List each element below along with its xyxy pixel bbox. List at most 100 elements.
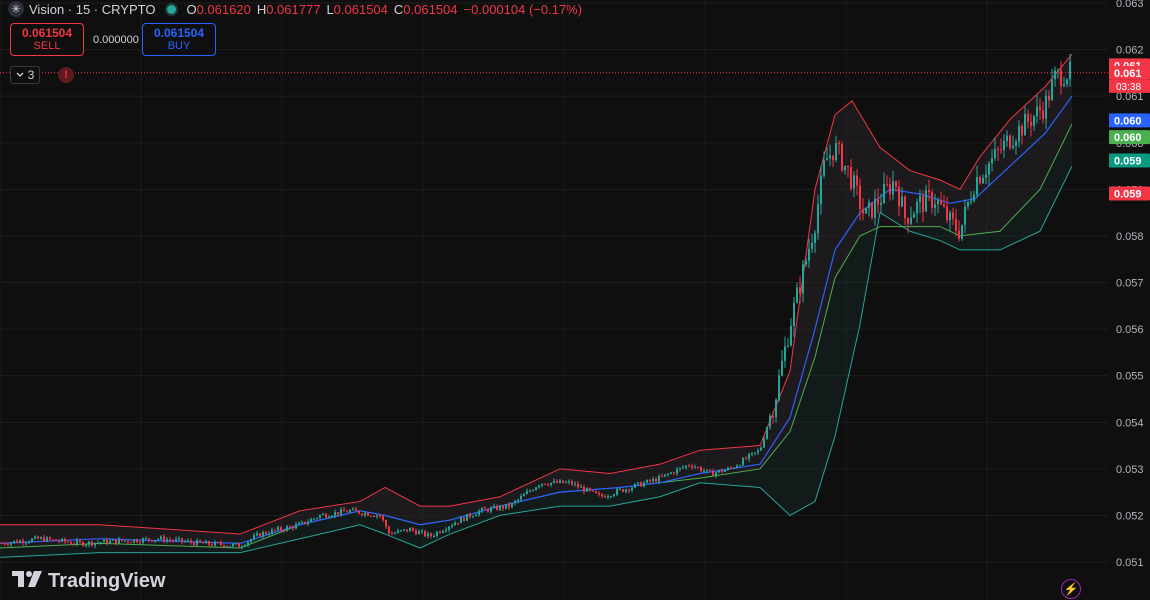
candle-body	[214, 541, 216, 546]
candle-body	[403, 529, 405, 531]
alert-icon[interactable]: !	[58, 67, 74, 83]
candle-body	[673, 472, 675, 474]
candle-body	[475, 514, 477, 517]
candle-body	[163, 536, 165, 542]
candle-body	[808, 248, 810, 261]
candle-body	[70, 542, 72, 544]
candle-body	[118, 539, 120, 544]
candle-body	[94, 542, 96, 546]
candle-body	[133, 539, 135, 543]
candle-body	[976, 177, 978, 195]
buy-button[interactable]: 0.061504 BUY	[142, 23, 216, 56]
candle-body	[145, 538, 147, 540]
candle-body	[568, 481, 570, 483]
candle-body	[238, 543, 240, 548]
candle-body	[1063, 84, 1065, 87]
candle-body	[310, 518, 312, 522]
candle-body	[304, 521, 306, 524]
symbol-icon[interactable]: ✳	[8, 1, 24, 17]
candle-body	[160, 536, 162, 540]
candle-body	[850, 167, 852, 189]
candle-body	[82, 541, 84, 546]
sell-price: 0.061504	[21, 25, 73, 40]
candle-body	[862, 209, 864, 214]
candle-body	[148, 538, 150, 541]
candle-body	[1012, 145, 1014, 148]
candle-body	[466, 514, 468, 521]
candle-body	[328, 516, 330, 518]
candle-body	[157, 539, 159, 541]
price-label: 0.060	[1114, 115, 1142, 127]
candle-body	[370, 515, 372, 517]
candle-body	[598, 493, 600, 495]
candle-body	[514, 501, 516, 504]
candle-body	[316, 517, 318, 519]
candle-body	[892, 181, 894, 195]
candle-body	[355, 508, 357, 511]
candle-body	[136, 539, 138, 543]
candle-body	[769, 415, 771, 428]
candle-body	[667, 473, 669, 475]
candle-body	[871, 202, 873, 218]
candle-body	[556, 480, 558, 483]
candle-body	[565, 482, 567, 484]
candle-body	[61, 538, 63, 542]
candle-body	[625, 489, 627, 492]
candle-body	[736, 465, 738, 468]
candle-body	[586, 488, 588, 492]
candle-body	[649, 479, 651, 482]
candle-body	[124, 540, 126, 542]
candle-body	[787, 345, 789, 347]
candle-body	[361, 513, 363, 516]
candle-body	[967, 201, 969, 207]
ohlc-high: 0.061777	[266, 1, 321, 17]
tradingview-logo[interactable]: TradingView	[12, 570, 165, 593]
candle-body	[274, 529, 276, 531]
candle-body	[223, 545, 225, 548]
candle-body	[502, 505, 504, 509]
sell-button[interactable]: 0.061504 SELL	[10, 23, 84, 56]
candle-body	[1042, 110, 1044, 119]
lightning-icon[interactable]: ⚡	[1061, 579, 1081, 599]
candle-body	[661, 476, 663, 478]
candle-body	[31, 538, 33, 542]
candle-body	[325, 514, 327, 518]
candle-body	[904, 196, 906, 219]
candle-body	[547, 484, 549, 486]
y-tick-label: 0.053	[1116, 464, 1144, 476]
candle-body	[151, 540, 153, 542]
candle-body	[829, 155, 831, 159]
candle-body	[880, 202, 882, 205]
candle-body	[1039, 106, 1041, 111]
candle-body	[424, 530, 426, 537]
candle-body	[682, 467, 684, 469]
candle-body	[391, 533, 393, 535]
candle-body	[34, 536, 36, 539]
candle-body	[970, 201, 972, 203]
candle-body	[1024, 114, 1026, 136]
candle-body	[985, 174, 987, 178]
chart-header: ✳ Vision · 15 · CRYPTO O 0.061620 H 0.0617…	[8, 0, 582, 18]
ohlc-open-label: O	[186, 1, 197, 17]
candle-body	[733, 467, 735, 469]
candle-body	[811, 242, 813, 249]
candle-body	[757, 450, 759, 453]
symbol-title[interactable]: Vision · 15 · CRYPTO	[29, 1, 156, 17]
candle-body	[1060, 70, 1062, 87]
candle-body	[973, 194, 975, 202]
candle-body	[697, 467, 699, 469]
candle-body	[874, 198, 876, 218]
candle-body	[25, 542, 27, 544]
candle-body	[16, 540, 18, 543]
candle-body	[301, 521, 303, 523]
countdown-label: 03:38	[1116, 82, 1141, 93]
candle-body	[253, 535, 255, 540]
y-tick-label: 0.057	[1116, 278, 1144, 290]
candle-body	[1069, 61, 1071, 80]
indicators-toggle-button[interactable]: 3	[10, 66, 40, 84]
candle-body	[1066, 79, 1068, 85]
candle-body	[604, 496, 606, 498]
candle-body	[4, 543, 6, 545]
candle-body	[718, 469, 720, 473]
